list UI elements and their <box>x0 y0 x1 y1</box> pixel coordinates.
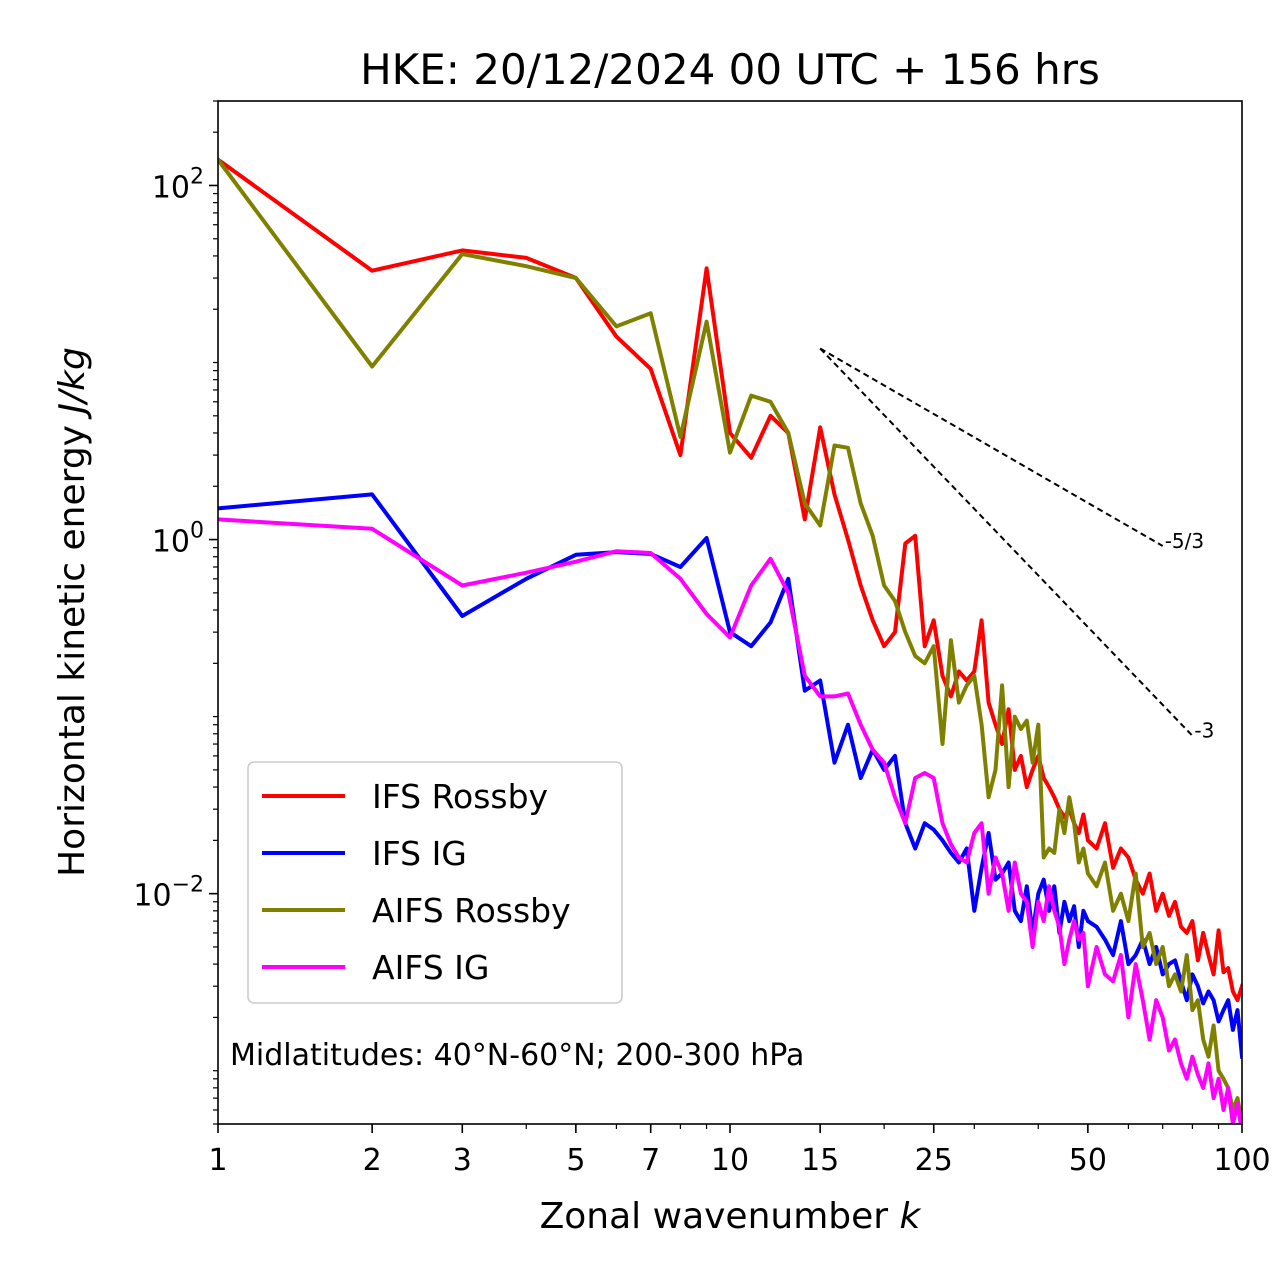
y-axis-label-unit: J/kg <box>52 347 93 419</box>
legend-label: IFS Rossby <box>372 777 548 816</box>
y-axis-ticks: 10−2 100 102 <box>133 100 218 1125</box>
legend-label: IFS IG <box>372 834 467 873</box>
x-tick-label: 1 <box>208 1143 227 1178</box>
x-tick-label: 50 <box>1069 1143 1107 1178</box>
slope-label: -3 <box>1194 719 1214 743</box>
reference-slope-lines: -5/3 -3 <box>819 347 1214 743</box>
legend-label: AIFS Rossby <box>372 891 571 930</box>
legend-label: AIFS IG <box>372 948 489 987</box>
x-tick-label: 3 <box>453 1143 472 1178</box>
y-tick-label: 10−2 <box>133 873 204 914</box>
series-aifs-ig <box>218 517 1242 1124</box>
x-tick-label: 7 <box>641 1143 660 1178</box>
y-axis-label-text: Horizontal kinetic energy <box>52 425 93 877</box>
legend-box <box>247 761 623 1004</box>
slope-label: -5/3 <box>1165 529 1204 553</box>
x-tick-label: 25 <box>915 1143 953 1178</box>
x-axis-ticks: 1 2 3 5 7 10 15 25 50 100 <box>208 1124 1271 1178</box>
legend: IFS Rossby IFS IG AIFS Rossby AIFS IG <box>247 761 623 1004</box>
chart-title: HKE: 20/12/2024 00 UTC + 156 hrs <box>360 45 1100 94</box>
series-lines <box>218 156 1242 1124</box>
x-tick-label: 15 <box>801 1143 839 1178</box>
y-tick-label: 102 <box>152 164 204 205</box>
x-tick-label: 10 <box>711 1143 749 1178</box>
x-tick-label: 100 <box>1213 1143 1270 1178</box>
x-axis-label-variable: k <box>900 1196 923 1237</box>
region-annotation: Midlatitudes: 40°N-60°N; 200-300 hPa <box>230 1038 804 1073</box>
series-aifs-rossby <box>218 156 1242 1124</box>
slope-line <box>819 347 1164 547</box>
x-axis-label-text: Zonal wavenumber <box>540 1196 889 1237</box>
x-tick-label: 2 <box>363 1143 382 1178</box>
x-axis-label: Zonal wavenumber k <box>540 1196 923 1237</box>
y-tick-label: 100 <box>152 519 204 560</box>
y-axis-label: Horizontal kinetic energy J/kg <box>52 347 93 877</box>
x-tick-label: 5 <box>566 1143 585 1178</box>
